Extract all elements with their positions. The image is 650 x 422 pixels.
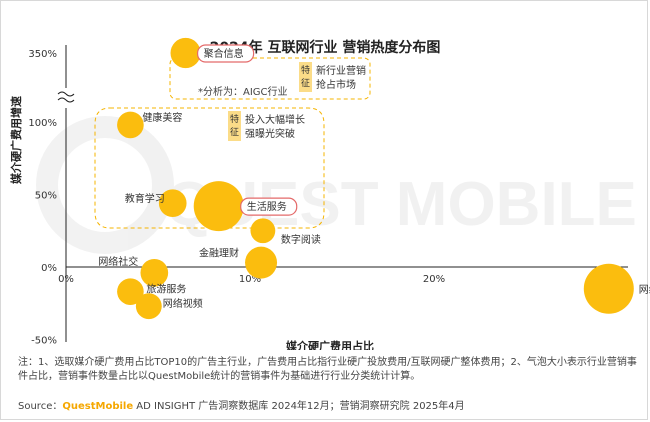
bubble-label: 数字阅读 xyxy=(281,233,321,246)
x-tick-label: 0% xyxy=(58,274,74,285)
frame-group-2 xyxy=(94,107,325,229)
label-box xyxy=(240,197,298,216)
source-prefix: Source： xyxy=(18,401,63,412)
feature-tag-2 xyxy=(228,111,241,141)
bubble-chart: QUEST MOBILE 2024年 互联网行业 营销热度分布图 0% 10% 20… xyxy=(9,37,650,350)
watermark: QUEST MOBILE xyxy=(36,116,637,254)
bubble-数字阅读 xyxy=(250,218,276,244)
x-tick-label: 20% xyxy=(423,274,445,285)
bubble-label: 健康美容 xyxy=(142,111,182,124)
bubble-label: 金融理财 xyxy=(199,247,239,260)
feature-tag-1 xyxy=(299,62,312,92)
bubble-label: 网络社交 xyxy=(98,255,138,268)
bubble-金融理财 xyxy=(245,246,278,279)
analysis-note: *分析为：AIGC行业 xyxy=(198,85,288,98)
bubble-旅游服务 xyxy=(117,278,144,305)
y-tick-label: 0% xyxy=(41,263,57,274)
source-line: Source：QuestMobile AD INSIGHT 广告洞察数据库 20… xyxy=(18,397,465,412)
bubble-健康美容 xyxy=(117,111,144,139)
feature-tag-2-char: 征 xyxy=(230,127,239,138)
bubbles xyxy=(117,37,634,320)
bubble-label: 网络购物 xyxy=(639,283,650,296)
frame-group-1 xyxy=(169,57,371,100)
source-brand: QuestMobile xyxy=(62,401,134,412)
feature-text-1: 新行业营销 xyxy=(316,64,366,77)
chart-title: 2024年 互联网行业 营销热度分布图 xyxy=(210,39,441,56)
x-tick-label: 10% xyxy=(239,274,261,285)
feature-text-1: 抢占市场 xyxy=(316,78,356,91)
y-axis-label: 媒介硬广费用增速 xyxy=(9,96,23,185)
feature-tag-2-char: 特 xyxy=(230,113,239,125)
bubble-label: 生活服务 xyxy=(247,200,287,213)
y-tick-label: 350% xyxy=(28,49,57,60)
footnote: 注：1、选取媒介硬广费用占比TOP10的广告主行业，广告费用占比指行业硬广投放费… xyxy=(18,357,637,382)
source-rest: AD INSIGHT 广告洞察数据库 2024年12月；营销洞察研究院 2025… xyxy=(133,401,465,412)
label-box xyxy=(197,44,255,63)
bubble-label: 教育学习 xyxy=(125,192,165,205)
y-axis-break xyxy=(57,91,75,103)
feature-tag-1-char: 征 xyxy=(301,78,310,89)
feature-tag-1-char: 特 xyxy=(301,64,310,76)
feature-text-2: 强曝光突破 xyxy=(245,127,295,140)
feature-text-2: 投入大幅增长 xyxy=(245,113,305,126)
annotation-frames xyxy=(94,57,371,229)
y-tick-label: -50% xyxy=(31,336,57,347)
y-tick-label: 50% xyxy=(35,191,57,202)
bubble-网络视频 xyxy=(135,293,162,320)
bubble-label: 聚合信息 xyxy=(204,47,244,60)
bubble-教育学习 xyxy=(158,189,187,218)
bubble-生活服务 xyxy=(193,181,244,232)
bubble-label: 旅游服务 xyxy=(146,283,186,296)
x-axis-label: 媒介硬广费用占比 xyxy=(285,339,374,350)
bubble-网络购物 xyxy=(583,263,634,314)
y-tick-label: 100% xyxy=(28,118,57,129)
bubble-网络社交 xyxy=(140,258,169,287)
bubble-label: 网络视频 xyxy=(163,297,203,310)
bubble-聚合信息 xyxy=(170,37,201,69)
